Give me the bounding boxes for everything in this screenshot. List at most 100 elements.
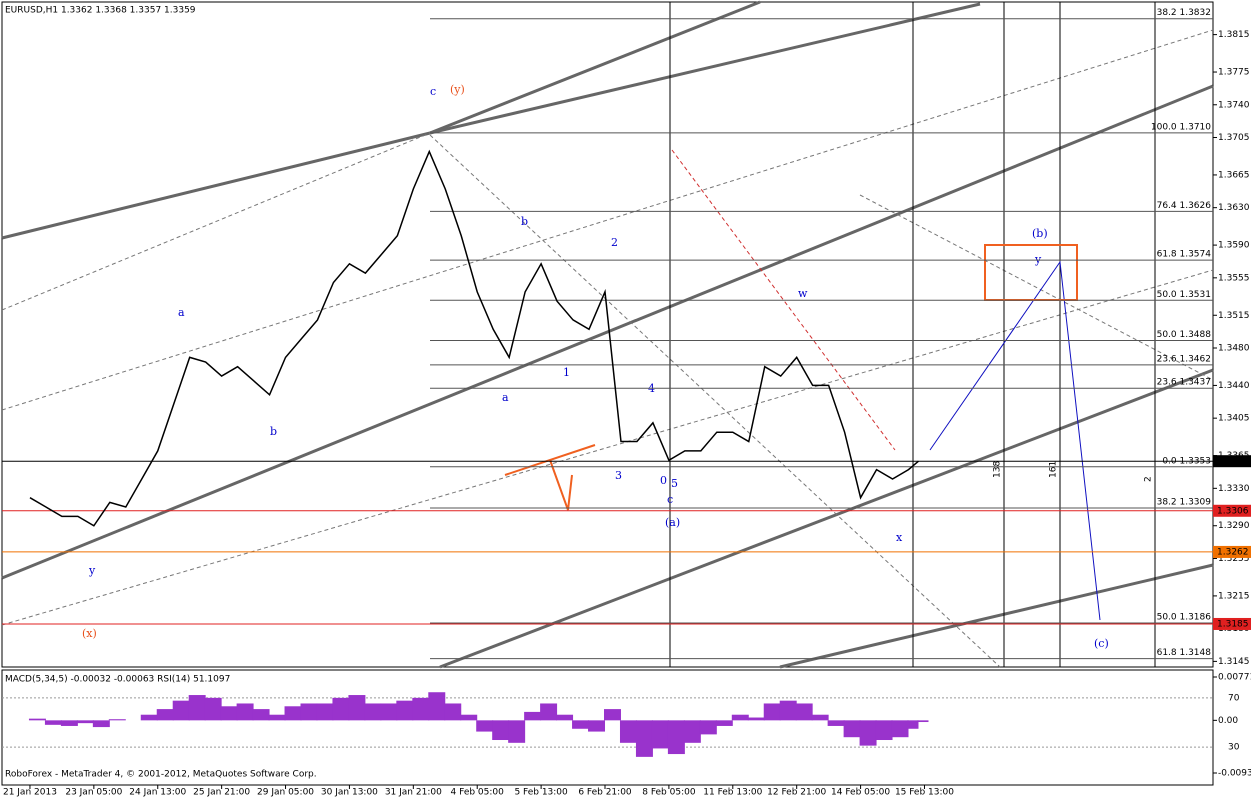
wave-label: (a) xyxy=(665,516,680,529)
macd-bar xyxy=(907,720,919,729)
x-tick-label: 11 Feb 13:00 xyxy=(703,788,762,798)
price-label: 1.3185 xyxy=(1217,619,1249,629)
wave-label: 3 xyxy=(615,469,622,482)
macd-bar xyxy=(188,695,206,721)
macd-bar xyxy=(108,719,126,721)
x-tick-label: 14 Feb 05:00 xyxy=(831,788,890,798)
wave-label: c xyxy=(667,493,673,506)
macd-bar xyxy=(572,720,590,729)
macd-bar xyxy=(540,703,558,721)
x-tick-label: 21 Jan 2013 xyxy=(3,788,57,798)
y-tick-label: 1.3255 xyxy=(1218,554,1250,564)
macd-bar xyxy=(268,714,286,721)
fib-label: 38.2 1.3832 xyxy=(1157,8,1211,18)
fib-label: 38.2 1.3309 xyxy=(1157,497,1212,507)
wave-label: (b) xyxy=(1032,227,1048,240)
fib-label: 61.8 1.3574 xyxy=(1157,250,1212,260)
main-frame xyxy=(1,1,1214,668)
wave-labels: c (y) a b a b 2 1 3 4 5 0 c (a) w x y (x… xyxy=(82,83,1154,650)
wave-label: b xyxy=(270,425,277,438)
x-tick-label: 24 Jan 13:00 xyxy=(129,788,186,798)
x-tick-label: 29 Jan 05:00 xyxy=(257,788,314,798)
y-tick-label: 1.3215 xyxy=(1218,591,1250,601)
x-tick-label: 23 Jan 05:00 xyxy=(65,788,122,798)
macd-bar xyxy=(699,720,717,735)
fib-label: 23.6 1.3462 xyxy=(1157,354,1211,364)
macd-bar xyxy=(172,700,190,721)
x-tick-label: 6 Feb 21:00 xyxy=(578,788,632,798)
macd-bar xyxy=(651,720,669,749)
y-tick-label: 1.3555 xyxy=(1218,273,1250,283)
fib-label: 50.0 1.3531 xyxy=(1157,290,1211,300)
wave-label: y xyxy=(1034,253,1042,266)
macd-bar xyxy=(667,720,685,755)
macd-bar xyxy=(332,697,350,721)
wave-label: y xyxy=(88,564,96,577)
indicator-title: MACD(5,34,5) -0.00032 -0.00063 RSI(14) 5… xyxy=(5,675,230,685)
macd-bar xyxy=(875,720,893,741)
macd-bar xyxy=(476,720,494,732)
y-tick-label: 1.3630 xyxy=(1218,203,1250,213)
rsi-tick-label: 30 xyxy=(1228,743,1240,753)
vline-label: 161 xyxy=(1049,461,1059,478)
macd-bar xyxy=(731,714,749,721)
y-tick-label: 1.3775 xyxy=(1218,68,1250,78)
price-box xyxy=(1213,455,1251,468)
trend-lines xyxy=(1,0,1214,669)
macd-bar xyxy=(917,720,929,723)
x-tick-label: 15 Feb 13:00 xyxy=(895,788,954,798)
wave-label: (x) xyxy=(82,627,97,640)
wave-label: w xyxy=(798,287,808,300)
wave-label: 5 xyxy=(671,477,678,490)
macd-bar xyxy=(556,714,574,721)
macd-bar xyxy=(827,720,845,726)
wave-label: a xyxy=(178,306,185,319)
macd-bar xyxy=(747,717,765,721)
y-tick-label: 1.3740 xyxy=(1218,100,1250,110)
macd-bar xyxy=(220,706,238,721)
rsi-tick-label: 70 xyxy=(1228,693,1240,703)
macd-bar xyxy=(76,720,94,724)
vline-label: 138 xyxy=(993,461,1003,478)
macd-bar xyxy=(779,700,797,721)
macd-bar xyxy=(348,695,366,721)
vline-label: 2 xyxy=(1144,476,1154,482)
macd-bar xyxy=(380,703,398,721)
macd-bar xyxy=(683,720,701,743)
x-tick-label: 30 Jan 13:00 xyxy=(321,788,378,798)
macd-bar xyxy=(444,703,462,721)
macd-bar xyxy=(619,720,637,743)
wave-label: (c) xyxy=(1094,637,1109,650)
macd-bar xyxy=(460,714,478,721)
y-tick-label: 1.3480 xyxy=(1218,344,1250,354)
macd-bar xyxy=(92,720,110,728)
fib-label: 100.0 1.3710 xyxy=(1151,122,1211,132)
x-tick-label: 8 Feb 05:00 xyxy=(642,788,696,798)
macd-bar xyxy=(140,714,158,721)
wave-label: 0 xyxy=(660,474,667,487)
y-tick-label: 1.3705 xyxy=(1218,133,1250,143)
wave-label: (y) xyxy=(450,83,465,96)
x-tick-label: 4 Feb 05:00 xyxy=(451,788,505,798)
x-tick-label: 31 Jan 21:00 xyxy=(385,788,442,798)
price-line-series xyxy=(29,149,919,527)
y-tick-label: 1.3815 xyxy=(1218,30,1250,40)
wave-label: 2 xyxy=(611,236,618,249)
macd-bar xyxy=(508,720,526,743)
fib-label: 50.0 1.3186 xyxy=(1157,613,1212,623)
y-tick-label: 1.3515 xyxy=(1218,311,1250,321)
price-label: 1.3359 xyxy=(1217,457,1249,467)
macd-bar xyxy=(715,720,733,726)
x-tick-label: 5 Feb 13:00 xyxy=(514,788,568,798)
y-tick-label: 1.3290 xyxy=(1218,521,1250,531)
macd-bar xyxy=(635,720,653,757)
fib-label: 61.8 1.3148 xyxy=(1157,648,1212,658)
wave-label: x xyxy=(896,531,903,544)
macd-bar xyxy=(316,703,334,721)
macd-bar xyxy=(300,703,318,721)
y-tick-label: 1.3590 xyxy=(1218,241,1250,251)
macd-bar xyxy=(44,720,62,725)
price-label: 1.3306 xyxy=(1217,506,1249,516)
y-tick-label: 1.3405 xyxy=(1218,414,1250,424)
macd-bar xyxy=(396,700,414,721)
